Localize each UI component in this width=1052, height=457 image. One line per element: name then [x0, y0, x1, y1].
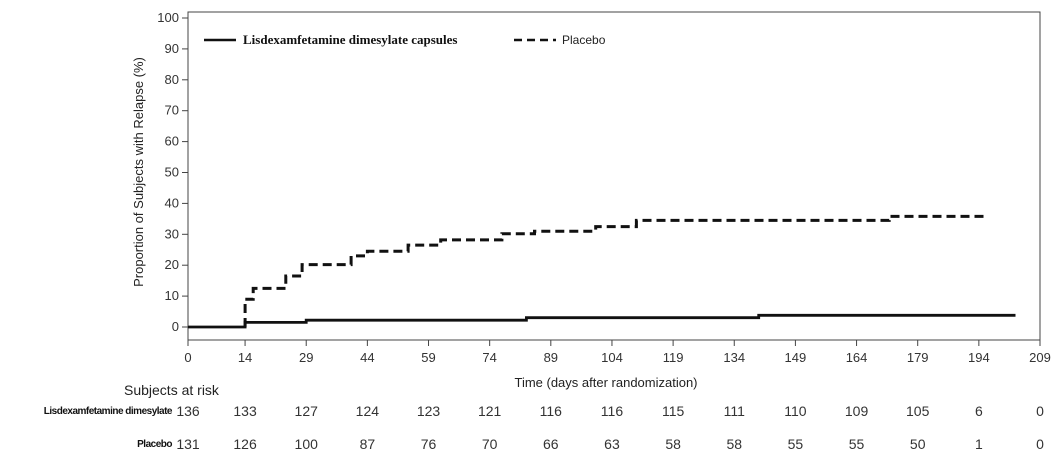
risk-value: 66	[543, 436, 559, 452]
x-tick-label: 209	[1029, 350, 1051, 365]
y-tick-label: 20	[165, 257, 179, 272]
x-tick-label: 179	[907, 350, 929, 365]
legend-label-lisdexamfetamine: Lisdexamfetamine dimesylate capsules	[243, 32, 457, 47]
risk-value: 55	[787, 436, 804, 452]
x-tick-label: 119	[663, 350, 684, 365]
risk-value: 123	[416, 403, 441, 419]
x-tick-label: 104	[601, 350, 623, 365]
risk-value: 70	[481, 436, 498, 452]
y-tick-label: 90	[165, 41, 179, 56]
risk-value: 6	[974, 403, 983, 419]
y-tick-label: 60	[165, 134, 179, 149]
risk-value: 121	[477, 403, 502, 419]
x-tick-label: 44	[360, 350, 374, 365]
risk-value: 110	[784, 403, 807, 419]
plot-frame	[187, 11, 1041, 341]
y-tick-label: 70	[165, 103, 179, 118]
x-tick-label: 29	[299, 350, 313, 365]
y-tick-label: 80	[165, 72, 179, 87]
y-tick-label: 0	[172, 319, 179, 334]
y-tick-label: 100	[157, 10, 179, 25]
risk-value: 58	[726, 436, 743, 452]
risk-value: 109	[844, 403, 869, 419]
y-tick-label: 10	[165, 288, 179, 303]
risk-row-label: Placebo	[137, 439, 172, 450]
risk-value: 0	[1036, 403, 1044, 419]
risk-value: 126	[233, 436, 257, 452]
legend: Lisdexamfetamine dimesylate capsules Pla…	[204, 32, 606, 47]
y-tick-label: 30	[165, 226, 179, 241]
risk-table-title: Subjects at risk	[124, 382, 219, 398]
x-axis: 0 14 29 44 59 74 89 104 119 134 149 164 179 194 209	[184, 340, 1051, 365]
x-tick-label: 59	[421, 350, 435, 365]
risk-row-label: Lisdexamfetamine dimesylate	[43, 406, 173, 417]
risk-value: 76	[420, 436, 437, 452]
risk-value: 131	[176, 436, 200, 452]
risk-value: 111	[723, 403, 745, 419]
y-tick-label: 40	[165, 195, 179, 210]
risk-value: 136	[176, 403, 200, 419]
x-tick-label: 164	[846, 350, 868, 365]
x-tick-label: 14	[238, 350, 252, 365]
risk-value: 58	[665, 436, 681, 452]
risk-value: 116	[600, 403, 624, 419]
x-tick-label: 74	[482, 350, 496, 365]
x-tick-label: 194	[968, 350, 990, 365]
risk-row-placebo: Placebo 131 126 100 87 76 70 66 63 58 58 55 55 50 1 0	[0, 435, 1052, 457]
risk-value: 124	[355, 403, 380, 419]
risk-value: 115	[661, 403, 685, 419]
y-axis: 0 10 20 30 40 50 60 70 80 90 100	[157, 10, 188, 334]
risk-value: 133	[233, 403, 257, 419]
risk-value: 100	[294, 436, 318, 452]
x-tick-label: 134	[723, 350, 745, 365]
risk-value: 0	[1036, 436, 1044, 452]
risk-value: 50	[909, 436, 926, 452]
risk-value: 63	[604, 436, 620, 452]
x-axis-title: Time (days after randomization)	[514, 375, 697, 390]
x-tick-label: 149	[785, 350, 807, 365]
y-axis-title: Proportion of Subjects with Relapse (%)	[131, 57, 146, 287]
series-line-lisdexamfetamine	[188, 313, 1016, 329]
y-tick-label: 50	[165, 165, 179, 180]
risk-value: 87	[359, 436, 376, 452]
x-tick-label: 89	[544, 350, 558, 365]
x-tick-label: 0	[184, 350, 191, 365]
series-layer	[188, 214, 1016, 329]
km-chart: 0 10 20 30 40 50 60 70 80 90 100 0 14 29 44 59 74 89 104 1…	[131, 10, 1051, 390]
risk-value: 116	[539, 403, 562, 419]
risk-value: 55	[848, 436, 865, 452]
risk-row-lisdexamfetamine: Lisdexamfetamine dimesylate 136 133 127 124…	[0, 402, 1052, 424]
risk-value: 1	[974, 436, 983, 452]
series-line-placebo	[243, 214, 987, 327]
risk-value: 105	[906, 403, 930, 419]
legend-label-placebo: Placebo	[562, 33, 606, 47]
risk-value: 127	[294, 403, 318, 419]
